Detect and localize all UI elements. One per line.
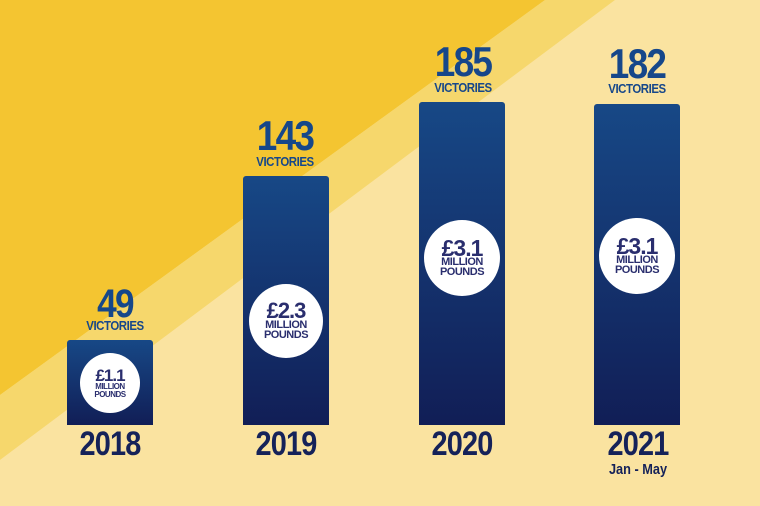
amount-value: £3.1	[441, 234, 484, 261]
amount-badge: £1.1 MILLION POUNDS	[80, 353, 140, 413]
amount-unit: MILLION	[441, 256, 483, 269]
year-label: 2020	[431, 425, 494, 463]
amount-unit: POUNDS	[263, 328, 309, 341]
year-label: 2019	[255, 425, 318, 463]
amount-unit: MILLION	[265, 319, 307, 331]
amount-badge: £3.1 MILLION POUNDS	[424, 220, 500, 296]
victories-count: 185	[434, 38, 493, 85]
year-sublabel: Jan - May	[608, 461, 668, 478]
year-label: 2018	[79, 425, 142, 463]
amount-unit: MILLION	[616, 254, 658, 267]
amount-value: £2.3	[266, 298, 307, 324]
amount-badge: £2.3 MILLION POUNDS	[249, 284, 323, 358]
amount-badge: £3.1 MILLION POUNDS	[599, 218, 675, 294]
amount-value: £3.1	[616, 232, 659, 259]
amount-unit: MILLION	[95, 382, 125, 392]
year-label: 2021	[607, 425, 670, 463]
victories-count: 182	[608, 40, 667, 87]
amount-unit: POUNDS	[94, 389, 126, 399]
amount-unit: POUNDS	[439, 266, 485, 279]
victories-label: VICTORIES	[608, 81, 666, 96]
victories-count: 143	[256, 112, 315, 159]
amount-unit: POUNDS	[614, 264, 660, 277]
victories-label: VICTORIES	[434, 80, 492, 95]
victories-label: VICTORIES	[86, 318, 144, 333]
victories-label: VICTORIES	[256, 154, 314, 169]
victories-count: 49	[97, 282, 134, 326]
amount-value: £1.1	[95, 366, 125, 386]
